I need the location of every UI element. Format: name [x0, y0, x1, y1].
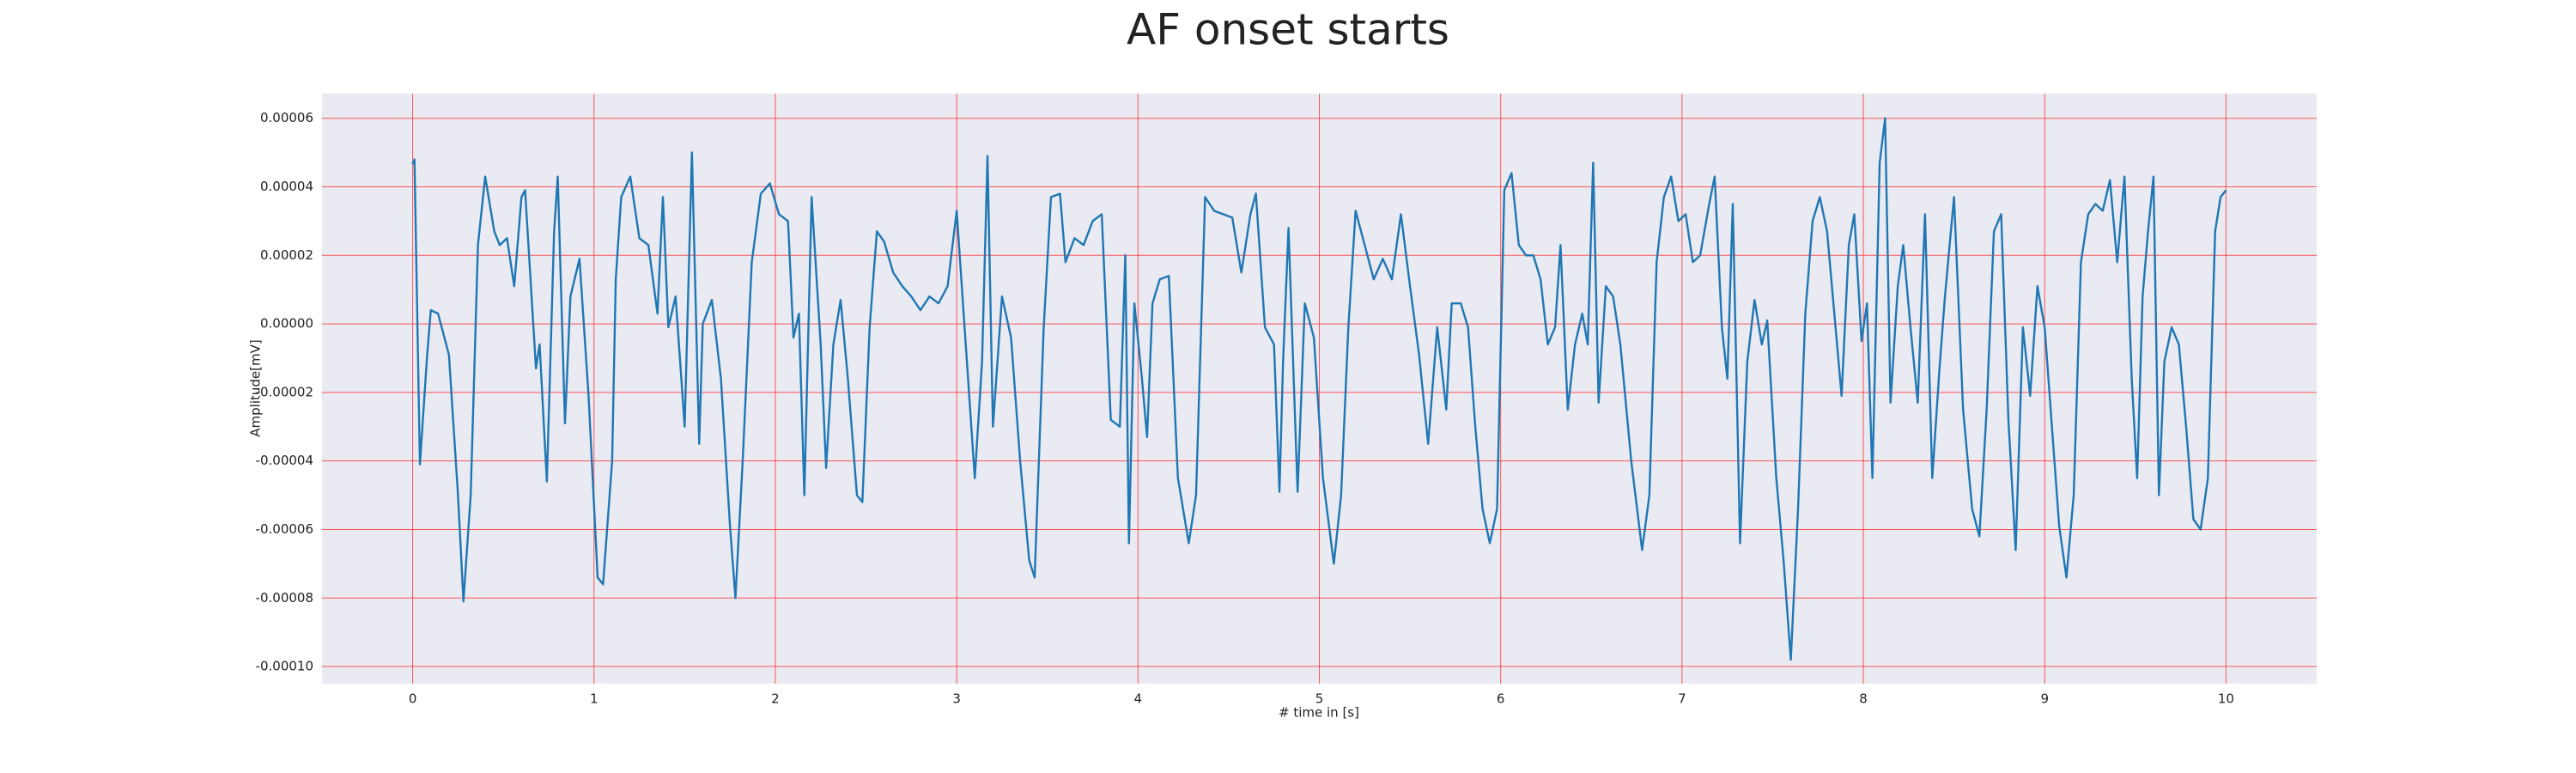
y-tick-label: -0.00004	[256, 453, 313, 468]
y-tick-label: -0.00002	[256, 384, 313, 399]
y-tick-label: 0.00004	[260, 179, 313, 194]
y-tick-label: -0.00008	[256, 590, 313, 606]
x-tick-label: 9	[2040, 691, 2049, 707]
y-axis-label: Amplitude[mV]	[248, 339, 264, 436]
x-tick-label: 10	[2218, 691, 2234, 707]
line-series	[411, 117, 2227, 661]
y-tick-label: -0.00006	[256, 521, 313, 537]
x-tick-label: 1	[590, 691, 598, 707]
x-tick-label: 5	[1315, 691, 1324, 707]
y-tick-label: 0.00000	[260, 316, 313, 332]
x-tick-label: 0	[409, 691, 417, 707]
y-tick-label: -0.00010	[256, 659, 313, 674]
chart-title: AF onset starts	[1127, 5, 1449, 55]
y-tick-label: 0.00002	[260, 247, 313, 263]
x-tick-label: 3	[952, 691, 961, 707]
x-tick-label: 7	[1678, 691, 1686, 707]
x-tick-label: 4	[1134, 691, 1143, 707]
x-axis-label: # time in [s]	[1279, 705, 1359, 721]
x-tick-label: 6	[1497, 691, 1505, 707]
y-tick-label: 0.00006	[260, 110, 313, 125]
x-tick-label: 8	[1859, 691, 1868, 707]
x-tick-label: 2	[771, 691, 780, 707]
